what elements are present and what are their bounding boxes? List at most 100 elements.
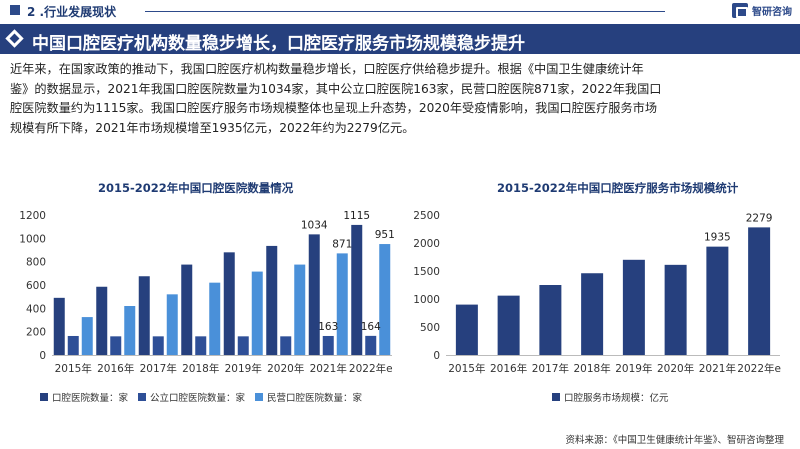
bar — [237, 336, 249, 355]
legend-item: 公立口腔医院数量：家 — [138, 390, 245, 404]
y-tick-label: 200 — [26, 327, 46, 339]
bar — [748, 227, 771, 355]
chart1-hospital-count: 0 200 400 600 800 1000 1200 2015年 2016年 2017年 2018… — [19, 210, 395, 375]
intro-paragraph: 近年来，在国家政策的推动下，我国口腔医疗机构数量稳步增长，口腔医疗供给稳步提升。… — [10, 60, 790, 138]
bar — [166, 294, 178, 355]
paragraph-line: 腔医院数量约为1115家。我国口腔医疗服务市场规模整体也呈现上升态势，2020年… — [10, 101, 658, 115]
title-banner: 中国口腔医疗机构数量稳步增长，口腔医疗服务市场规模稳步提升 — [0, 24, 800, 54]
y-tick-label: 0 — [433, 350, 440, 362]
bar — [322, 335, 334, 355]
chart2-legend: 口腔服务市场规模：亿元 — [552, 390, 679, 404]
x-tick-label: 2018年 — [182, 362, 219, 375]
bar — [53, 297, 65, 355]
x-tick-label: 2015年 — [55, 362, 92, 375]
bar — [223, 252, 235, 355]
x-tick-label: 2021年 — [310, 362, 347, 375]
logo-icon — [732, 3, 748, 18]
legend-swatch — [255, 393, 264, 401]
y-tick-label: 1000 — [19, 233, 46, 245]
bar — [379, 244, 391, 355]
bar — [706, 246, 729, 355]
x-tick-label: 2019年 — [225, 362, 262, 375]
y-tick-label: 1000 — [413, 294, 440, 306]
bar — [622, 259, 645, 355]
legend-label: 口腔服务市场规模：亿元 — [564, 393, 669, 404]
x-tick-label: 2016年 — [490, 362, 527, 375]
bar — [195, 336, 207, 355]
legend-swatch — [138, 393, 147, 401]
y-tick-label: 400 — [26, 303, 46, 315]
data-label: 2279 — [746, 212, 773, 224]
page-title: 中国口腔医疗机构数量稳步增长，口腔医疗服务市场规模稳步提升 — [32, 34, 525, 54]
y-tick-label: 0 — [39, 350, 46, 362]
bar — [124, 306, 136, 355]
legend-item: 民营口腔医院数量：家 — [255, 390, 362, 404]
section-header: 2 .行业发展现状 智研咨询 — [0, 0, 800, 22]
x-tick-label: 2016年 — [97, 362, 134, 375]
bar — [294, 264, 306, 355]
x-tick-label: 2022年e — [737, 362, 781, 375]
bar — [336, 253, 348, 355]
bar — [152, 336, 164, 355]
bar — [539, 285, 562, 355]
x-tick-label: 2017年 — [532, 362, 569, 375]
bar — [81, 317, 93, 355]
legend-item: 口腔服务市场规模：亿元 — [552, 390, 669, 404]
bar — [365, 335, 377, 355]
data-label: 951 — [375, 229, 395, 241]
legend-swatch — [552, 393, 560, 401]
data-label: 1935 — [704, 232, 731, 244]
legend-swatch — [40, 393, 48, 401]
paragraph-line: 近年来，在国家政策的推动下，我国口腔医疗机构数量稳步增长，口腔医疗供给稳步提升。… — [10, 62, 644, 76]
data-label: 871 — [332, 238, 352, 250]
x-tick-label: 2022年e — [349, 362, 393, 375]
data-label: 1115 — [343, 210, 370, 222]
x-tick-label: 2020年 — [267, 362, 304, 375]
bar — [497, 295, 520, 355]
y-tick-label: 500 — [420, 322, 440, 334]
legend-label: 口腔医院数量：家 — [52, 393, 129, 404]
x-tick-label: 2017年 — [140, 362, 177, 375]
data-label: 1034 — [301, 219, 328, 231]
y-tick-label: 1500 — [413, 266, 440, 278]
legend-label: 公立口腔医院数量：家 — [150, 393, 246, 404]
logo-text: 智研咨询 — [752, 7, 792, 18]
bar — [96, 286, 108, 355]
bar — [266, 245, 278, 355]
paragraph-line: 鉴》的数据显示，2021年我国口腔医院数量为1034家，其中公立口腔医院163家… — [10, 81, 662, 96]
chart2-market-size: 0 500 1000 1500 2000 2500 2015年 2016年 2017年 2018年… — [413, 210, 781, 375]
section-marker — [10, 5, 20, 15]
data-label: 164 — [361, 321, 381, 333]
chart1-legend: 口腔医院数量：家 公立口腔医院数量：家 民营口腔医院数量：家 — [40, 390, 372, 404]
section-label: 2 .行业发展现状 — [27, 5, 117, 19]
bar — [110, 336, 122, 355]
bar — [581, 273, 604, 355]
bar — [455, 304, 478, 355]
legend-item: 口腔医院数量：家 — [40, 390, 128, 404]
legend-label: 民营口腔医院数量：家 — [267, 393, 363, 404]
source-note: 资料来源：《中国卫生健康统计年鉴》、智研咨询整理 — [565, 435, 784, 446]
bar — [181, 264, 193, 355]
bar — [280, 336, 292, 355]
x-tick-label: 2020年 — [657, 362, 694, 375]
bar — [308, 234, 320, 355]
data-label: 163 — [318, 321, 338, 333]
y-tick-label: 1200 — [19, 210, 46, 222]
x-tick-label: 2021年 — [699, 362, 736, 375]
x-tick-label: 2015年 — [448, 362, 485, 375]
bar — [138, 276, 150, 355]
y-tick-label: 2500 — [413, 210, 440, 222]
paragraph-line: 规模有所下降，2021年市场规模增至1935亿元，2022年约为2279亿元。 — [10, 120, 415, 135]
x-tick-label: 2018年 — [574, 362, 611, 375]
bar — [209, 282, 221, 355]
y-tick-label: 2000 — [413, 238, 440, 250]
y-tick-label: 600 — [26, 280, 46, 292]
y-tick-label: 800 — [26, 257, 46, 269]
bar — [351, 224, 363, 355]
bar — [251, 271, 263, 355]
x-tick-label: 2019年 — [615, 362, 652, 375]
brand-logo: 智研咨询 — [732, 3, 792, 18]
bar — [664, 264, 687, 355]
chart2-title: 2015-2022年中国口腔医疗服务市场规模统计 — [497, 181, 739, 195]
section-divider — [145, 11, 665, 12]
